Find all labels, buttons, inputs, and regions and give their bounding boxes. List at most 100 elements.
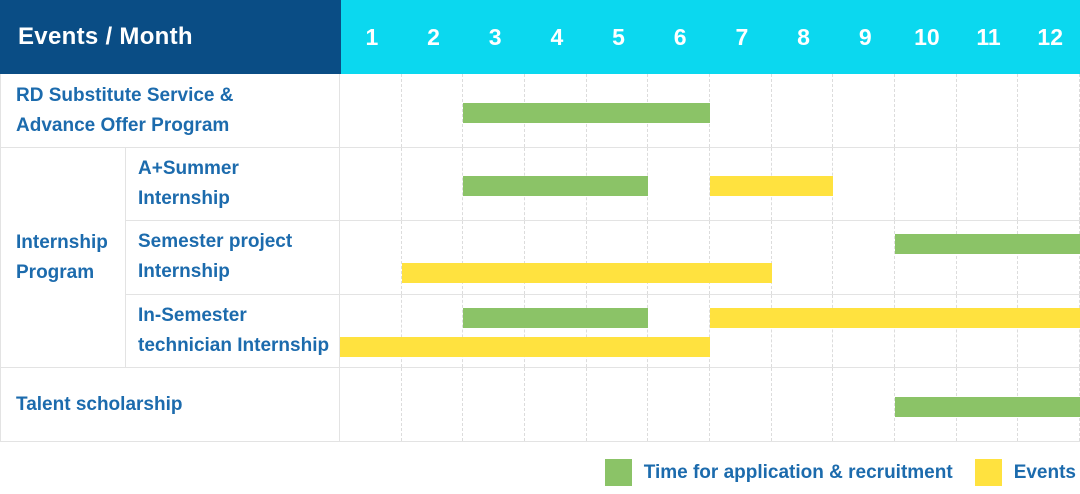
month-grid-cell <box>648 294 711 367</box>
event-bar <box>710 307 1080 328</box>
month-header-cell: 4 <box>550 23 564 50</box>
month-grid-cell <box>648 368 711 441</box>
row-label: Semester project Internship <box>138 231 293 283</box>
month-header-cell: 6 <box>673 23 687 50</box>
month-grid-cell <box>772 74 834 147</box>
month-grid-cell <box>587 221 649 294</box>
month-grid-cell <box>957 74 1019 147</box>
month-grid-cell <box>710 221 772 294</box>
table-row: A+Summer Internship <box>126 148 1080 222</box>
row-label-cell: Semester project Internship <box>126 221 340 294</box>
group-sub-rows: A+Summer Internship Semester project Inter… <box>126 148 1080 367</box>
table-row: Semester project Internship <box>126 221 1080 295</box>
group-label-cell: Internship Program <box>1 148 126 367</box>
table-title: Events / Month <box>18 23 193 50</box>
month-grid-cell <box>340 294 402 367</box>
table-header-row: Events / Month 1 2 3 4 5 6 7 8 9 10 11 12 <box>0 0 1080 74</box>
month-grid-cell <box>525 294 587 367</box>
month-grid-cell <box>957 221 1019 294</box>
month-header-cell: 11 <box>976 23 1001 50</box>
recruitment-bar <box>463 307 649 328</box>
table-row: RD Substitute Service & Advance Offer Pro… <box>1 74 1080 148</box>
table-row: In-Semester technician Internship <box>126 294 1080 367</box>
legend-label: Events <box>1013 461 1076 483</box>
month-grid-cell <box>772 221 834 294</box>
month-header-cell: 9 <box>858 23 872 50</box>
month-grid-cell <box>833 74 896 147</box>
month-grid-cell <box>710 294 772 367</box>
month-grid-cell <box>833 148 896 221</box>
recruitment-swatch <box>604 459 632 486</box>
month-grid-cell <box>587 368 649 441</box>
month-grid-cell <box>463 221 526 294</box>
month-grid-cell <box>833 368 896 441</box>
month-grid-cell <box>402 148 464 221</box>
chart-area <box>340 221 1080 294</box>
month-grid-cell <box>402 221 464 294</box>
legend: Time for application & recruitment Event… <box>604 459 1076 486</box>
row-label-cell: RD Substitute Service & Advance Offer Pro… <box>1 74 340 147</box>
month-grid-cell <box>833 294 896 367</box>
month-grid-cell <box>340 74 402 147</box>
month-grid-cell <box>1018 148 1080 221</box>
recruitment-bar <box>463 176 649 197</box>
recruitment-bar <box>463 102 710 123</box>
month-grid-cell <box>340 148 402 221</box>
table-row: Talent scholarship <box>1 368 1080 441</box>
month-header-cell: 1 <box>365 23 379 50</box>
events-month-header-cell: Events / Month <box>0 0 341 74</box>
recruitment-bar <box>895 396 1080 417</box>
event-bar <box>401 263 772 284</box>
month-grid-cell <box>710 74 772 147</box>
row-label: RD Substitute Service & Advance Offer Pro… <box>16 84 234 136</box>
event-bar <box>710 176 834 197</box>
legend-item-recruitment: Time for application & recruitment <box>604 459 953 486</box>
month-grid-cell <box>340 368 402 441</box>
month-header-cell: 7 <box>735 23 749 50</box>
legend-label: Time for application & recruitment <box>643 461 953 483</box>
month-grid-cell <box>895 148 957 221</box>
month-grid-cell <box>772 368 834 441</box>
month-grid-cell <box>833 221 896 294</box>
month-grid-cell <box>402 74 464 147</box>
row-label-cell: A+Summer Internship <box>126 148 340 221</box>
month-header-cell: 3 <box>488 23 502 50</box>
month-grid-cell <box>340 221 402 294</box>
chart-area <box>340 368 1080 441</box>
events-month-table: Events / Month 1 2 3 4 5 6 7 8 9 10 11 12 RD Substi… <box>0 0 1080 442</box>
month-grid-cell <box>895 221 957 294</box>
month-grid-cell <box>1018 294 1080 367</box>
recruitment-bar <box>895 234 1080 255</box>
row-label: In-Semester technician Internship <box>138 304 330 356</box>
month-grid-cell <box>1018 74 1080 147</box>
table-body: RD Substitute Service & Advance Offer Pro… <box>1 74 1080 441</box>
chart-area <box>340 74 1080 147</box>
month-grid-cell <box>772 294 834 367</box>
month-grid-cell <box>402 294 464 367</box>
month-header-strip: 1 2 3 4 5 6 7 8 9 10 11 12 <box>341 0 1080 74</box>
month-grid-cell <box>525 368 587 441</box>
month-grid-cell <box>648 221 711 294</box>
month-header-cell: 2 <box>427 23 440 50</box>
month-grid-cell <box>463 368 526 441</box>
month-grid-cell <box>957 294 1019 367</box>
chart-area <box>340 148 1080 221</box>
month-grid-cell <box>710 368 772 441</box>
month-header-cell: 12 <box>1037 23 1064 50</box>
row-label: Talent scholarship <box>16 393 183 415</box>
month-grid-cell <box>402 368 464 441</box>
month-grid-cell <box>463 294 526 367</box>
month-grid-cell <box>957 148 1019 221</box>
row-label-cell: Talent scholarship <box>1 368 340 441</box>
chart-area <box>340 294 1080 367</box>
month-grid-cell <box>525 221 587 294</box>
group-label: Internship Program <box>16 231 108 283</box>
events-swatch <box>974 459 1002 486</box>
row-label: A+Summer Internship <box>138 158 239 210</box>
row-label-cell: In-Semester technician Internship <box>126 294 340 367</box>
month-header-cell: 8 <box>797 23 810 50</box>
month-header-cell: 5 <box>612 23 625 50</box>
legend-item-events: Events <box>974 459 1076 486</box>
month-grid-cell <box>587 294 649 367</box>
